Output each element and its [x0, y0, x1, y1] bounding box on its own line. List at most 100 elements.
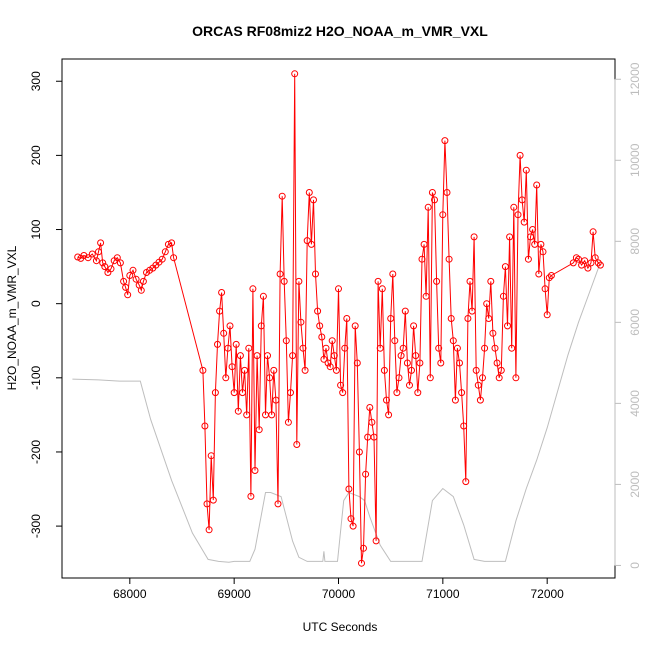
- data-point: [216, 307, 224, 315]
- data-point: [268, 411, 276, 419]
- data-point: [97, 239, 105, 247]
- y2-tick-label: 12000: [628, 62, 642, 96]
- data-point: [414, 389, 422, 397]
- x-tick-label: 68000: [113, 587, 147, 601]
- data-point: [487, 277, 495, 285]
- data-point: [314, 307, 322, 315]
- data-point: [420, 240, 428, 248]
- data-point: [437, 359, 445, 367]
- data-point: [349, 522, 357, 530]
- data-point: [479, 374, 486, 382]
- data-point: [433, 277, 441, 285]
- data-point: [337, 381, 345, 389]
- data-point: [301, 366, 309, 374]
- data-point: [316, 322, 324, 330]
- data-point: [572, 254, 580, 262]
- data-point: [393, 389, 401, 397]
- y2-tick-label: 2000: [628, 471, 642, 498]
- x-tick-label: 69000: [217, 587, 251, 601]
- data-point: [587, 259, 595, 267]
- data-point: [453, 344, 461, 352]
- plot-area-border: [61, 58, 616, 579]
- data-point: [504, 322, 511, 330]
- data-point: [395, 374, 403, 382]
- data-point: [236, 352, 244, 360]
- data-point: [460, 422, 468, 430]
- x-tick-label: 70000: [322, 587, 356, 601]
- data-point: [512, 374, 520, 382]
- data-point: [493, 359, 501, 367]
- data-point: [431, 196, 438, 204]
- data-point: [347, 515, 355, 523]
- y2-tick-label: 10000: [628, 143, 642, 177]
- data-point: [239, 389, 246, 397]
- data-point: [253, 352, 261, 360]
- data-point: [376, 344, 384, 352]
- data-point: [88, 250, 96, 258]
- data-point: [287, 389, 294, 397]
- data-point: [535, 270, 543, 278]
- data-point: [468, 307, 476, 315]
- data-point: [497, 366, 505, 374]
- y-tick-label: 0: [29, 300, 43, 307]
- data-point: [406, 381, 413, 389]
- data-point: [251, 467, 259, 474]
- data-point: [368, 418, 376, 426]
- data-point: [293, 441, 301, 448]
- data-point: [426, 374, 434, 382]
- data-point: [122, 283, 130, 291]
- data-point: [224, 344, 232, 352]
- data-point: [307, 240, 315, 248]
- data-point: [399, 344, 407, 352]
- data-point: [126, 272, 134, 279]
- chart-title: ORCAS RF08miz2 H2O_NOAA_m_VMR_VXL: [192, 23, 488, 39]
- data-point: [397, 352, 405, 360]
- data-point: [447, 315, 455, 322]
- data-point: [295, 277, 303, 285]
- data-point: [451, 396, 459, 404]
- data-point: [360, 544, 367, 552]
- data-point: [266, 374, 274, 382]
- data-point: [491, 344, 499, 352]
- data-point: [291, 70, 299, 78]
- data-point: [305, 189, 313, 196]
- h2o-series-line: [77, 73, 601, 564]
- data-point: [310, 196, 317, 204]
- data-point: [116, 259, 124, 267]
- data-point: [207, 452, 215, 460]
- data-point: [303, 237, 311, 245]
- data-point: [522, 166, 530, 174]
- y2-tick-label: 6000: [628, 309, 642, 336]
- data-point: [139, 277, 147, 285]
- data-point: [99, 259, 107, 267]
- data-point: [249, 285, 257, 293]
- data-point: [332, 366, 340, 374]
- data-point: [370, 433, 378, 441]
- data-point: [547, 272, 555, 279]
- data-point: [462, 478, 470, 486]
- data-point: [322, 344, 330, 352]
- data-point: [389, 270, 397, 278]
- data-point: [529, 226, 537, 233]
- data-point: [591, 254, 599, 262]
- data-point: [541, 285, 549, 293]
- data-point: [218, 289, 226, 296]
- data-point: [205, 526, 213, 534]
- data-point: [539, 248, 547, 256]
- data-point: [282, 337, 290, 345]
- y-tick-label: 300: [29, 71, 43, 91]
- data-point: [241, 366, 249, 374]
- x-tick-label: 72000: [530, 587, 564, 601]
- data-point: [257, 322, 265, 330]
- data-point: [328, 337, 336, 345]
- data-point: [499, 292, 507, 300]
- data-point: [474, 381, 482, 389]
- data-point: [470, 233, 478, 241]
- data-point: [107, 265, 115, 273]
- data-point: [355, 448, 363, 456]
- data-point: [284, 418, 292, 426]
- data-point: [439, 211, 447, 219]
- data-point: [456, 359, 463, 367]
- data-point: [533, 181, 541, 189]
- data-point: [343, 315, 351, 322]
